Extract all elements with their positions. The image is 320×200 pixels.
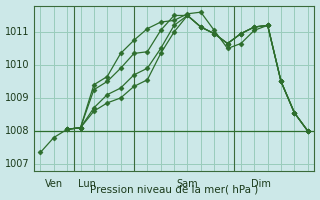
Text: Ven: Ven bbox=[45, 179, 63, 189]
Text: 1007: 1007 bbox=[5, 159, 30, 169]
Text: 1011: 1011 bbox=[5, 27, 30, 37]
Text: 1008: 1008 bbox=[5, 126, 30, 136]
Text: Lun: Lun bbox=[78, 179, 96, 189]
Text: 1009: 1009 bbox=[5, 93, 30, 103]
Text: Sam: Sam bbox=[177, 179, 198, 189]
Text: 1010: 1010 bbox=[5, 60, 30, 70]
Text: Dim: Dim bbox=[251, 179, 271, 189]
X-axis label: Pression niveau de la mer( hPa ): Pression niveau de la mer( hPa ) bbox=[90, 184, 258, 194]
